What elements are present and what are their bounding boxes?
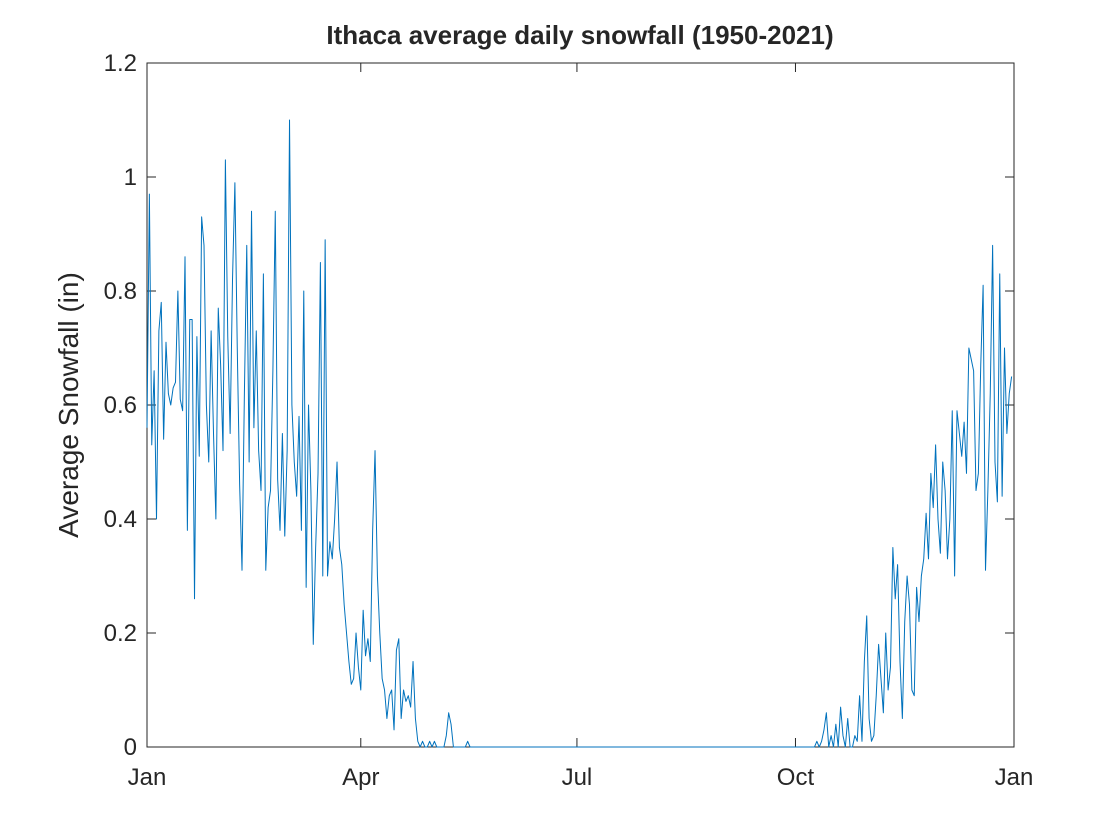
y-tick-label: 0.2 bbox=[104, 620, 137, 647]
chart-title: Ithaca average daily snowfall (1950-2021… bbox=[326, 20, 833, 50]
x-tick-label: Apr bbox=[342, 764, 379, 791]
x-tick-label: Jul bbox=[562, 764, 593, 791]
y-tick-label: 0.6 bbox=[104, 392, 137, 419]
snowfall-line bbox=[146, 119, 1013, 748]
y-tick-label: 0.4 bbox=[104, 506, 137, 533]
y-tick-label: 0 bbox=[124, 734, 137, 761]
y-axis-label: Average Snowfall (in) bbox=[53, 272, 84, 538]
x-tick-label: Jan bbox=[128, 764, 167, 791]
x-tick-label: Jan bbox=[995, 764, 1034, 791]
y-tick-label: 0.8 bbox=[104, 278, 137, 305]
x-tick-label: Oct bbox=[777, 764, 815, 791]
y-tick-label: 1.2 bbox=[104, 50, 137, 77]
y-tick-label: 1 bbox=[124, 164, 137, 191]
